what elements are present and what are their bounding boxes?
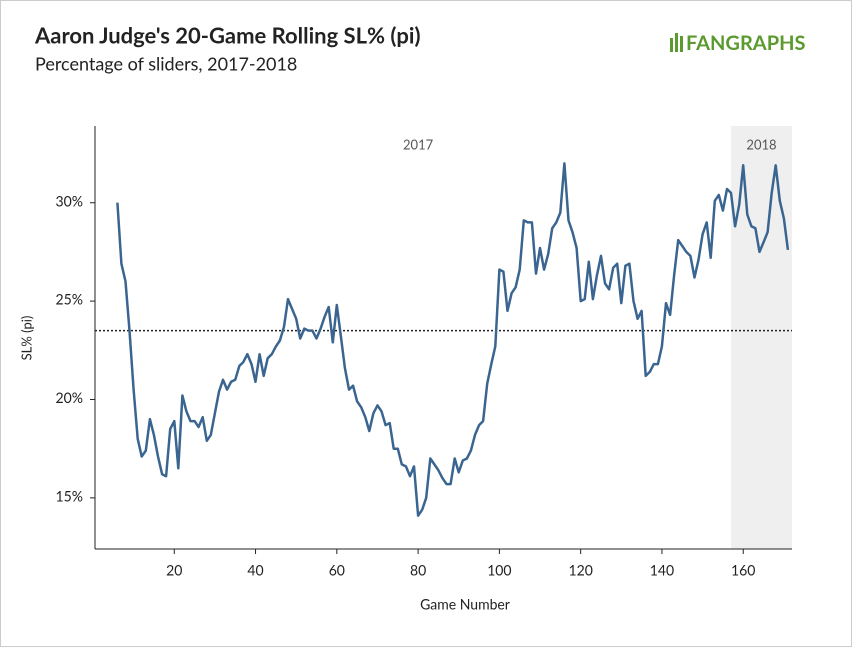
annotation: 2017 [403,136,434,152]
y-axis-label: SL% (pi) [18,316,34,361]
chart-subtitle: Percentage of sliders, 2017-2018 [35,53,297,75]
x-tick-label: 20 [166,562,182,579]
y-tick-label: 20% [56,389,83,406]
annotation: 2018 [746,136,776,152]
y-tick-label: 25% [56,291,83,308]
x-tick-label: 40 [247,562,263,579]
logo-bar [670,38,673,52]
logo-bar [675,33,678,52]
data-line [116,162,790,517]
x-tick-label: 160 [731,562,755,579]
x-tick-label: 100 [487,562,511,579]
x-axis-label: Game Number [420,596,510,613]
x-tick-label: 120 [568,562,592,579]
logo-bar [680,36,683,52]
x-tick-label: 140 [650,562,674,579]
y-tick-label: 15% [56,487,83,504]
x-tick-label: 80 [410,562,426,579]
x-tick-label: 60 [329,562,345,579]
chart-title: Aaron Judge's 20-Game Rolling SL% (pi) [34,22,421,49]
brand-logo: FANGRAPHS [670,31,805,55]
brand-text: FANGRAPHS [686,31,805,55]
y-tick-label: 30% [56,192,83,209]
